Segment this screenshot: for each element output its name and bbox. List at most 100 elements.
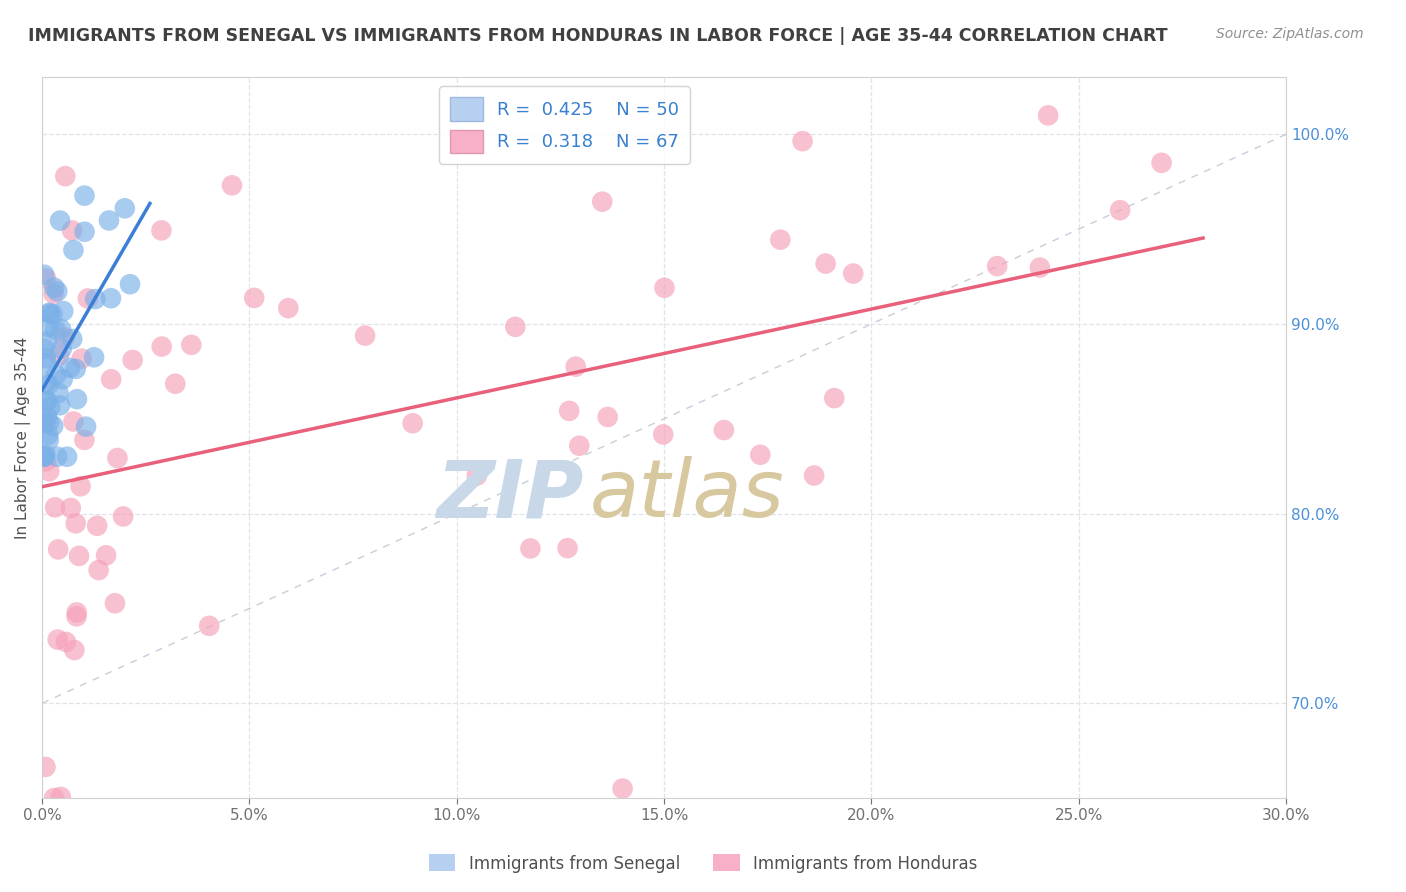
Point — [83, 351, 105, 365]
Point — [39, 400, 62, 414]
Point — [32, 416, 55, 430]
Point — [32, 411, 55, 425]
Point — [564, 359, 586, 374]
Point — [46, 632, 69, 647]
Point — [1029, 260, 1052, 275]
Point — [75, 419, 97, 434]
Point — [38, 464, 60, 478]
Point — [62, 243, 84, 257]
Point — [59, 500, 82, 515]
Point — [769, 233, 792, 247]
Point — [35, 355, 58, 369]
Point — [51, 342, 73, 356]
Point — [803, 468, 825, 483]
Point — [46, 285, 69, 299]
Point — [55, 635, 77, 649]
Point — [121, 353, 143, 368]
Point — [53, 330, 76, 344]
Point — [165, 376, 187, 391]
Point — [65, 362, 87, 376]
Point — [73, 433, 96, 447]
Point — [100, 372, 122, 386]
Point — [66, 392, 89, 406]
Point — [814, 256, 837, 270]
Point — [842, 267, 865, 281]
Point — [1109, 203, 1132, 218]
Point — [37, 394, 59, 409]
Point — [67, 549, 90, 563]
Point — [503, 319, 526, 334]
Point — [84, 292, 107, 306]
Point — [46, 450, 69, 464]
Point — [519, 541, 541, 556]
Point — [654, 281, 676, 295]
Point — [100, 291, 122, 305]
Text: IMMIGRANTS FROM SENEGAL VS IMMIGRANTS FROM HONDURAS IN LABOR FORCE | AGE 35-44 C: IMMIGRANTS FROM SENEGAL VS IMMIGRANTS FR… — [28, 27, 1168, 45]
Point — [65, 516, 87, 531]
Text: ZIP: ZIP — [436, 457, 583, 534]
Point — [1150, 155, 1173, 169]
Point — [35, 454, 58, 468]
Point — [44, 500, 66, 515]
Point — [69, 479, 91, 493]
Point — [37, 320, 59, 334]
Legend: Immigrants from Senegal, Immigrants from Honduras: Immigrants from Senegal, Immigrants from… — [422, 847, 984, 880]
Point — [41, 307, 63, 321]
Point — [38, 415, 60, 429]
Point — [44, 280, 66, 294]
Point — [823, 391, 845, 405]
Point — [558, 404, 581, 418]
Point — [60, 223, 83, 237]
Point — [221, 178, 243, 193]
Point — [150, 340, 173, 354]
Point — [65, 609, 87, 624]
Point — [402, 416, 425, 430]
Point — [120, 277, 142, 292]
Point — [35, 334, 58, 349]
Point — [60, 332, 83, 346]
Point — [596, 409, 619, 424]
Point — [354, 328, 377, 343]
Point — [52, 304, 75, 318]
Point — [34, 448, 56, 462]
Point — [277, 301, 299, 315]
Point — [42, 791, 65, 805]
Point — [48, 386, 70, 401]
Point — [112, 509, 135, 524]
Point — [97, 213, 120, 227]
Point — [180, 338, 202, 352]
Point — [45, 368, 67, 382]
Point — [1036, 108, 1059, 122]
Point — [87, 563, 110, 577]
Point — [59, 360, 82, 375]
Point — [42, 286, 65, 301]
Point — [713, 423, 735, 437]
Point — [52, 372, 75, 386]
Point — [38, 307, 60, 321]
Point — [35, 351, 58, 366]
Point — [62, 415, 84, 429]
Point — [38, 434, 60, 448]
Point — [612, 781, 634, 796]
Point — [56, 450, 79, 464]
Point — [73, 225, 96, 239]
Point — [76, 292, 98, 306]
Point — [32, 450, 55, 464]
Point — [465, 468, 488, 483]
Point — [749, 448, 772, 462]
Point — [42, 418, 65, 433]
Point — [49, 789, 72, 804]
Legend: R =  0.425    N = 50, R =  0.318    N = 67: R = 0.425 N = 50, R = 0.318 N = 67 — [439, 87, 690, 163]
Point — [104, 596, 127, 610]
Point — [792, 134, 814, 148]
Point — [48, 349, 70, 363]
Point — [32, 342, 55, 356]
Point — [150, 223, 173, 237]
Point — [44, 323, 66, 337]
Point — [35, 271, 58, 285]
Point — [94, 549, 117, 563]
Point — [46, 542, 69, 557]
Point — [34, 376, 56, 390]
Point — [114, 202, 136, 216]
Point — [986, 259, 1008, 273]
